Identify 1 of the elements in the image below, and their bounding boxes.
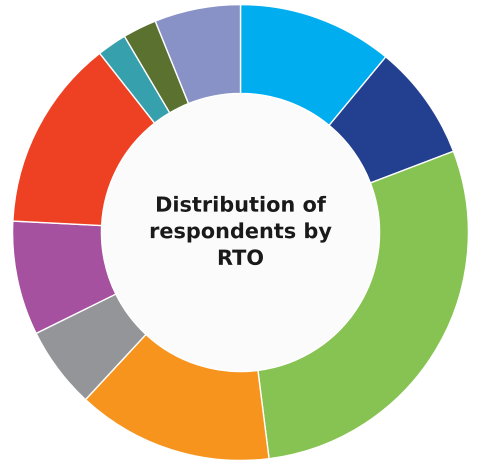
text: Distribution of respondents by RTO bbox=[150, 196, 332, 266]
